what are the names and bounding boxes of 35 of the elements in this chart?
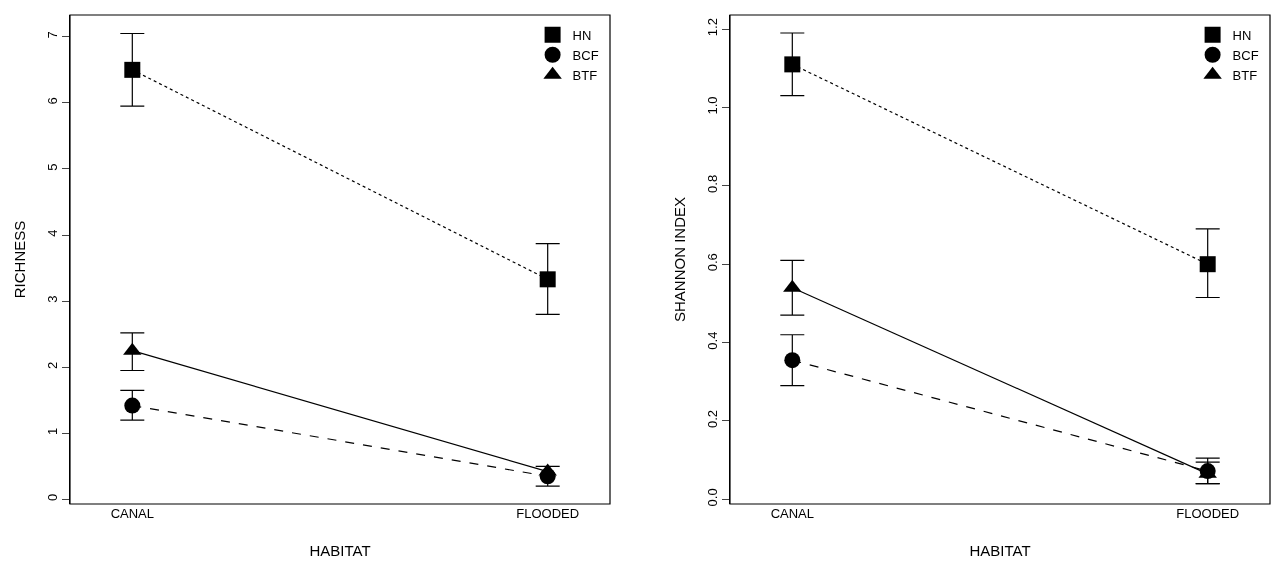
x-tick-label: FLOODED xyxy=(516,506,580,521)
point xyxy=(1199,256,1216,273)
y-axis-title: RICHNESS xyxy=(11,220,29,299)
y-tick-label: 2 xyxy=(44,361,60,369)
legend-label: BCF xyxy=(1232,47,1259,63)
legend-label: BTF xyxy=(1232,67,1258,83)
x-axis-title: HABITAT xyxy=(309,542,371,559)
y-tick-label: 1.2 xyxy=(704,18,720,37)
legend-label: BTF xyxy=(572,67,598,83)
y-tick-label: 3 xyxy=(44,295,60,303)
x-tick-label: CANAL xyxy=(770,506,814,521)
y-tick-label: 0.6 xyxy=(704,253,720,272)
y-tick-label: 0.0 xyxy=(704,488,720,507)
y-tick-label: 1 xyxy=(44,427,60,435)
y-tick-label: 0.2 xyxy=(704,409,720,429)
legend-label: BCF xyxy=(572,47,599,63)
legend-label: HN xyxy=(1232,27,1252,43)
y-tick-label: 0.8 xyxy=(704,174,720,193)
y-tick-label: 7 xyxy=(44,31,60,39)
point xyxy=(784,56,801,73)
y-tick-label: 6 xyxy=(44,97,60,105)
x-axis-title: HABITAT xyxy=(969,542,1031,559)
point xyxy=(124,397,141,414)
y-tick-label: 5 xyxy=(44,163,60,171)
y-tick-label: 0 xyxy=(44,493,60,502)
point xyxy=(124,61,141,78)
legend-label: HN xyxy=(572,27,592,43)
y-tick-label: 4 xyxy=(44,229,60,237)
y-tick-label: 0.4 xyxy=(704,331,720,350)
point xyxy=(784,352,801,369)
x-tick-label: CANAL xyxy=(110,506,154,521)
x-tick-label: FLOODED xyxy=(1176,506,1240,521)
y-tick-label: 1.0 xyxy=(704,96,720,115)
point xyxy=(539,271,556,288)
y-axis-title: SHANNON INDEX xyxy=(671,196,689,323)
